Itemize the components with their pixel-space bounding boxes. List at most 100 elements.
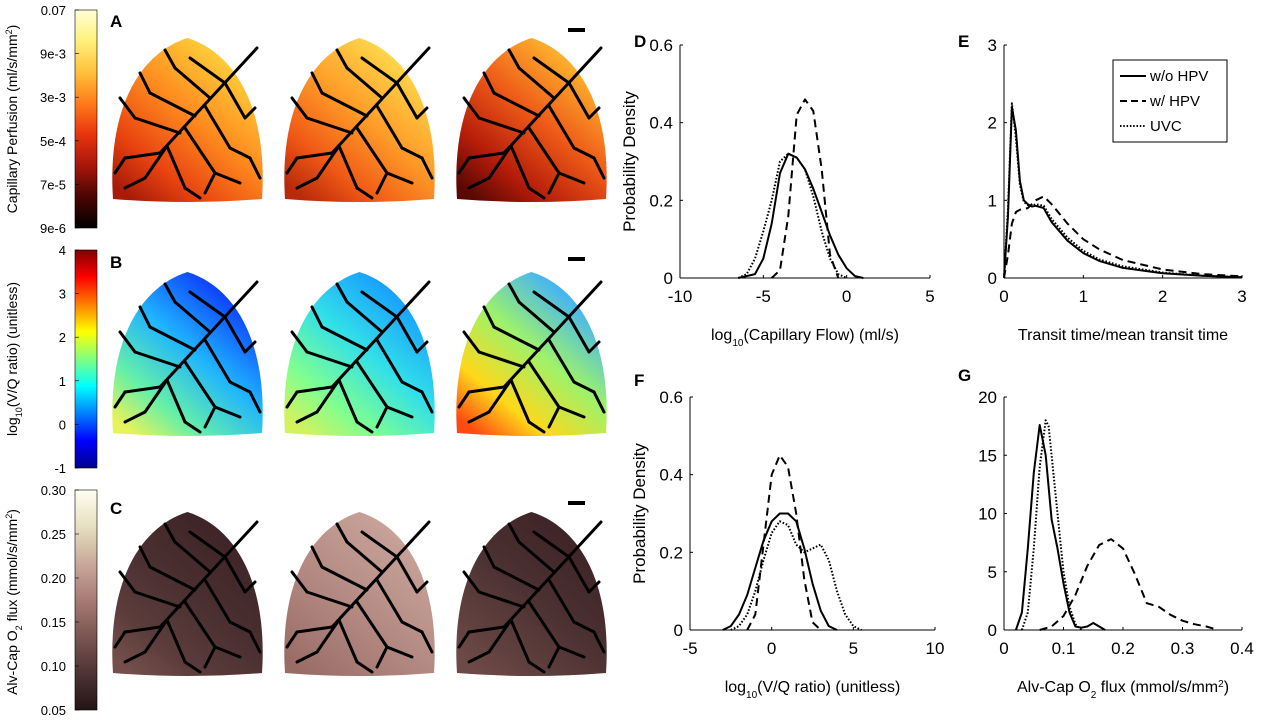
airway-branch — [330, 46, 431, 155]
airway-branch — [477, 590, 526, 609]
plot-f-x-tick-label: 10 — [926, 639, 945, 658]
plot-f-series-solid — [722, 512, 838, 631]
airway-branch — [203, 578, 232, 624]
airway-branch — [203, 645, 217, 669]
colorbar-c-tick: 0.10 — [41, 659, 66, 674]
plot-d-x-tick-label: -10 — [668, 287, 693, 306]
airway-branch — [165, 144, 187, 190]
plot-f-x-label: log10(V/Q ratio) (unitless) — [725, 679, 901, 701]
lung-region — [284, 272, 435, 436]
airway-branch — [592, 390, 606, 414]
airway-branch — [567, 555, 591, 594]
airway-branch — [228, 620, 252, 634]
plot-f-x-tick-label: 5 — [849, 639, 858, 658]
colorbar-b-label: log10(V/Q ratio) (unitless) — [4, 282, 24, 436]
plot-g-y-tick-label: 5 — [988, 563, 997, 582]
colorbar-b-tick: 3 — [59, 287, 66, 302]
lung-region — [112, 38, 263, 202]
colorbar-b: 4 3 2 1 0 -1 log10(V/Q ratio) (unitless) — [4, 243, 98, 476]
plot-f-y-tick-label: 0.6 — [659, 388, 683, 407]
plot-f-y-tick-label: 0.2 — [659, 543, 683, 562]
colorbar-a-tick: 7e-5 — [40, 177, 66, 192]
plot-g-y-tick-label: 10 — [978, 505, 997, 524]
airway-branch — [310, 71, 324, 95]
airway-branch — [248, 390, 262, 414]
airway-branch — [248, 156, 262, 180]
plot-e-y-tick-label: 2 — [988, 114, 997, 133]
airway-branch — [487, 144, 513, 180]
airway-branch — [587, 106, 601, 120]
plot-d: -10 -5 0 5 0 0.2 0.4 0.6 Probability Density log1… — [620, 36, 935, 349]
colorbar-a-label: Capillary Perfusion (ml/s/mm2) — [4, 25, 20, 214]
colorbar-b-tick: 0 — [59, 417, 66, 432]
colorbar-c-gradient — [74, 489, 98, 711]
airway-branch — [203, 405, 217, 429]
colorbar-b-tick: 4 — [59, 243, 66, 258]
panel-letter-b: B — [110, 253, 122, 272]
airway-branch — [532, 530, 571, 559]
plot-g-y-tick-label: 0 — [988, 621, 997, 640]
legend-label-w-hpv: w/ HPV — [1149, 93, 1200, 110]
airway-branch — [547, 578, 576, 624]
airway-branch — [415, 106, 429, 120]
colorbar-c-tick: 0.30 — [41, 483, 66, 498]
plot-g-y-tick-label: 15 — [978, 446, 997, 465]
airway-branch — [492, 325, 541, 352]
airway-branch — [138, 305, 152, 329]
airway-branch — [457, 630, 471, 649]
airway-branch — [375, 104, 404, 150]
colorbar-c: 0.30 0.25 0.20 0.15 0.10 0.05 Alv-Cap O2 flux… — [4, 483, 98, 718]
plot-d-y-tick-label: 0.6 — [649, 36, 673, 55]
plot-e-x-tick-label: 3 — [1237, 287, 1246, 306]
plot-g-x-tick-label: 0.2 — [1111, 639, 1135, 658]
colorbar-a-gradient — [74, 9, 98, 229]
airway-branch — [360, 530, 399, 559]
airway-branch — [507, 48, 521, 70]
panel-letter-e: E — [958, 32, 969, 51]
airway-branch — [355, 126, 389, 175]
airway-branch — [165, 618, 187, 664]
airway-branch — [295, 625, 334, 634]
airway-branch — [138, 545, 152, 569]
colorbar-c-label: Alv-Cap O2 flux (mmol/s/mm2) — [4, 509, 24, 695]
airway-branch — [223, 81, 247, 120]
airway-branch — [547, 405, 561, 429]
airway-branch — [395, 315, 419, 354]
airway-branch — [345, 66, 384, 100]
lung-map-c-1 — [112, 512, 263, 676]
airway-branch — [467, 650, 491, 664]
airway-branch — [123, 410, 147, 424]
colorbar-b-tick: 2 — [59, 330, 66, 345]
airway-branch — [173, 540, 212, 574]
plot-d-y-label: Probability Density — [620, 91, 639, 232]
airway-branch — [223, 555, 247, 594]
plot-d-y-tick-label: 0 — [664, 269, 673, 288]
plot-d-series-dashed — [771, 98, 840, 279]
plot-d-y-tick-label: 0.4 — [649, 114, 673, 133]
plot-g-y-tick-label: 20 — [978, 388, 997, 407]
airway-branch — [123, 625, 162, 634]
plot-g-series-solid — [1014, 424, 1106, 631]
airway-branch — [143, 378, 169, 414]
airway-branch — [295, 151, 334, 160]
airway-branch — [487, 378, 513, 414]
airway-branch — [345, 540, 384, 574]
airway-branch — [163, 522, 177, 544]
plot-e-y-tick-label: 0 — [988, 269, 997, 288]
lung-maps — [112, 38, 607, 676]
airway-branch — [355, 660, 374, 674]
airway-branch — [290, 96, 309, 120]
airway-branch — [547, 104, 576, 150]
airway-branch — [527, 360, 561, 409]
lung-region — [456, 38, 607, 202]
airway-branch — [355, 600, 389, 649]
plot-e-x-tick-label: 2 — [1158, 287, 1167, 306]
airway-branch — [228, 146, 252, 160]
panel-letter-g: G — [958, 366, 971, 385]
airway-branch — [223, 315, 247, 354]
airway-branch — [527, 420, 546, 434]
airway-branch — [173, 66, 212, 100]
plot-e-series-dotted — [1003, 102, 1243, 279]
airway-branch — [507, 282, 521, 304]
